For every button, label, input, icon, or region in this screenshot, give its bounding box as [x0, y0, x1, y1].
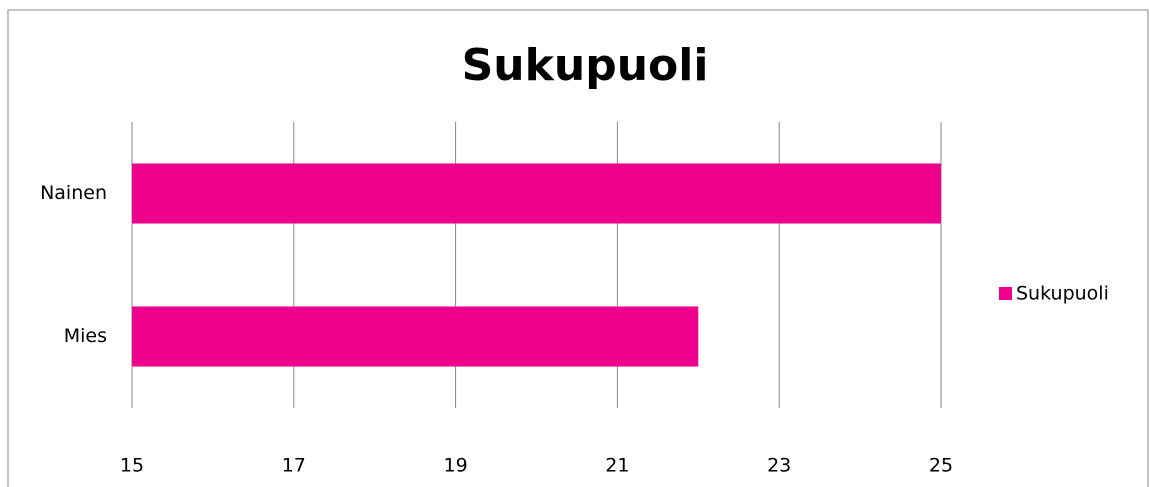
x-tick-label: 19 [444, 455, 468, 477]
bar [132, 306, 699, 367]
x-tick-label: 17 [282, 455, 306, 477]
x-tick-label: 25 [929, 455, 953, 477]
legend-swatch [999, 287, 1012, 300]
x-tick-label: 21 [605, 455, 629, 477]
chart-title: Sukupuoli [462, 40, 709, 91]
y-tick-label: Mies [64, 325, 107, 347]
chart-border [7, 9, 1149, 487]
x-tick-label: 23 [767, 455, 791, 477]
x-tick-label: 15 [120, 455, 144, 477]
y-tick-label: Nainen [40, 182, 107, 204]
legend-label: Sukupuoli [1016, 283, 1109, 305]
bar [132, 163, 941, 224]
